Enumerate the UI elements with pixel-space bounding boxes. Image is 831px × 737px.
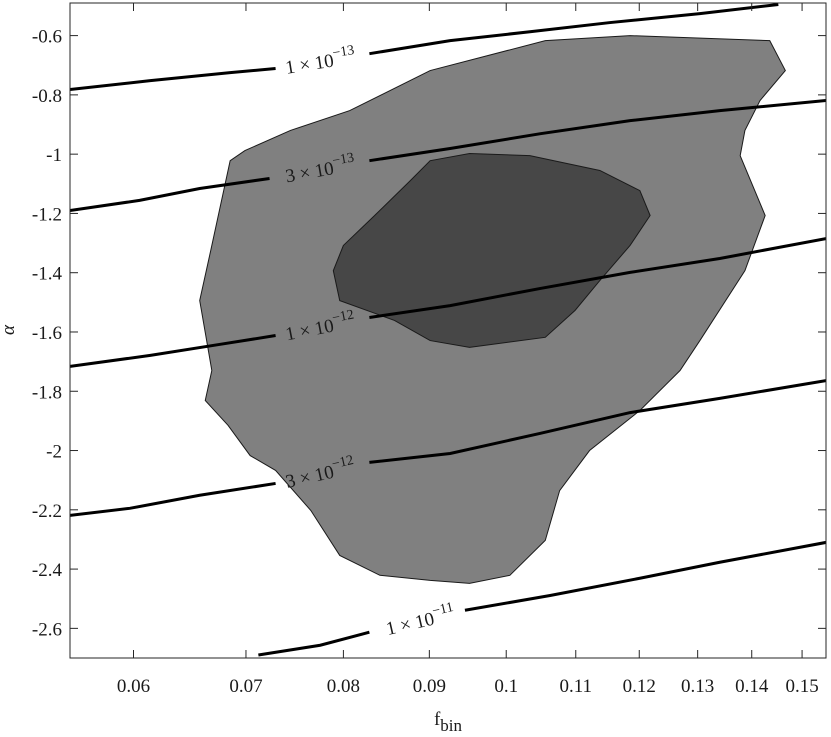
axes-frame	[69, 2, 827, 659]
x-tick-label: 0.14	[735, 676, 769, 697]
y-tick-label: -1.8	[32, 382, 62, 403]
x-axis-label: fbin	[434, 709, 463, 735]
y-tick-label: -2	[46, 442, 62, 463]
x-tick-label: 0.09	[413, 676, 446, 697]
x-tick-label: 0.08	[327, 676, 360, 697]
contour-line	[70, 3, 779, 92]
y-axis-label: α	[0, 324, 19, 335]
y-tick-label: -2.2	[32, 501, 62, 522]
y-tick-label: -2.4	[32, 560, 63, 581]
contour-label: 1 × 10−11	[383, 600, 457, 640]
y-tick-label: -1.2	[32, 204, 62, 225]
contour-label-exponent: −13	[331, 150, 355, 169]
y-tick-label: -1.4	[32, 264, 63, 285]
y-tick-label: -1.6	[32, 323, 62, 344]
x-tick-label: 0.11	[559, 676, 592, 697]
x-tick-label: 0.15	[785, 676, 818, 697]
contour-label-exponent: −11	[431, 600, 455, 619]
confidence-region	[332, 153, 651, 348]
contour-label-exponent: −12	[331, 307, 355, 326]
contour-label-exponent: −13	[331, 43, 355, 61]
contour-line	[258, 540, 826, 657]
x-axis-label-main: f	[434, 709, 441, 730]
contour-label-exponent: −12	[330, 453, 355, 472]
x-tick-label: 0.13	[681, 676, 714, 697]
y-tick-label: -0.8	[32, 86, 62, 107]
contour-label: 1 × 10−13	[283, 43, 357, 79]
y-tick-label: -2.6	[32, 619, 62, 640]
plot-area	[70, 3, 826, 657]
contour-line	[70, 237, 826, 368]
x-tick-label: 0.1	[494, 676, 518, 697]
contour-line	[70, 379, 826, 517]
y-tick-label: -0.6	[32, 27, 62, 48]
x-axis-label-sub: bin	[440, 716, 462, 735]
x-tick-label: 0.06	[117, 676, 150, 697]
x-tick-label: 0.07	[229, 676, 262, 697]
contour-label-base: 1 × 10	[384, 609, 436, 640]
contour-line	[70, 99, 826, 212]
contour-label-base: 1 × 10	[284, 50, 335, 78]
y-tick-label: -1	[46, 145, 62, 166]
x-tick-label: 0.12	[623, 676, 656, 697]
